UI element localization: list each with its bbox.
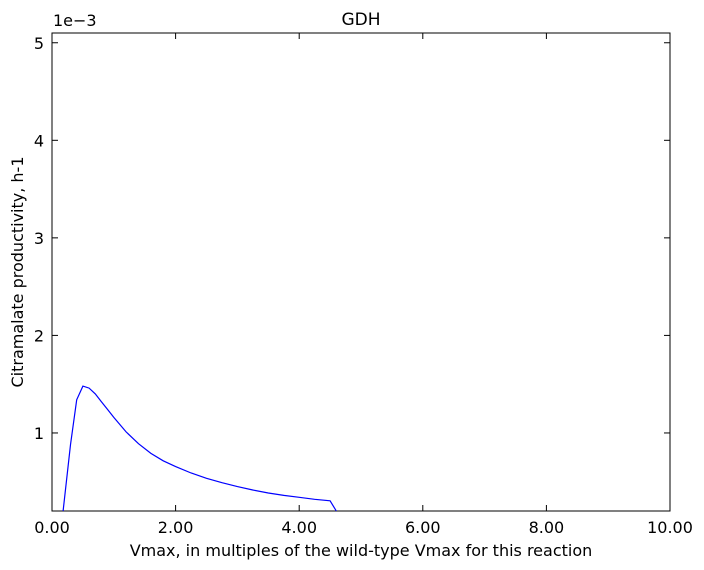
axis-ticks: 0.00 2.00 4.00 6.00 8.00 10.00 1 2 3 4 5 bbox=[34, 33, 693, 537]
series-line-0 bbox=[62, 385, 337, 512]
x-tick-label: 6.00 bbox=[405, 518, 441, 537]
series-layer bbox=[62, 385, 337, 512]
y-tick-label: 2 bbox=[34, 326, 44, 345]
y-tick-label: 5 bbox=[34, 34, 44, 53]
y-tick-label: 4 bbox=[34, 131, 44, 150]
x-axis-label: Vmax, in multiples of the wild-type Vmax… bbox=[130, 541, 593, 560]
x-tick-label: 8.00 bbox=[529, 518, 565, 537]
x-tick-label: 2.00 bbox=[158, 518, 194, 537]
y-axis-label: Citramalate productivity, h-1 bbox=[8, 156, 27, 387]
y-offset-label: 1e−3 bbox=[53, 11, 97, 30]
chart-title: GDH bbox=[341, 10, 380, 30]
y-tick-label: 1 bbox=[34, 424, 44, 443]
plot-frame bbox=[51, 32, 671, 512]
x-tick-label: 4.00 bbox=[281, 518, 317, 537]
x-tick-label: 0.00 bbox=[34, 518, 70, 537]
x-tick-label: 10.00 bbox=[647, 518, 693, 537]
y-tick-label: 3 bbox=[34, 229, 44, 248]
